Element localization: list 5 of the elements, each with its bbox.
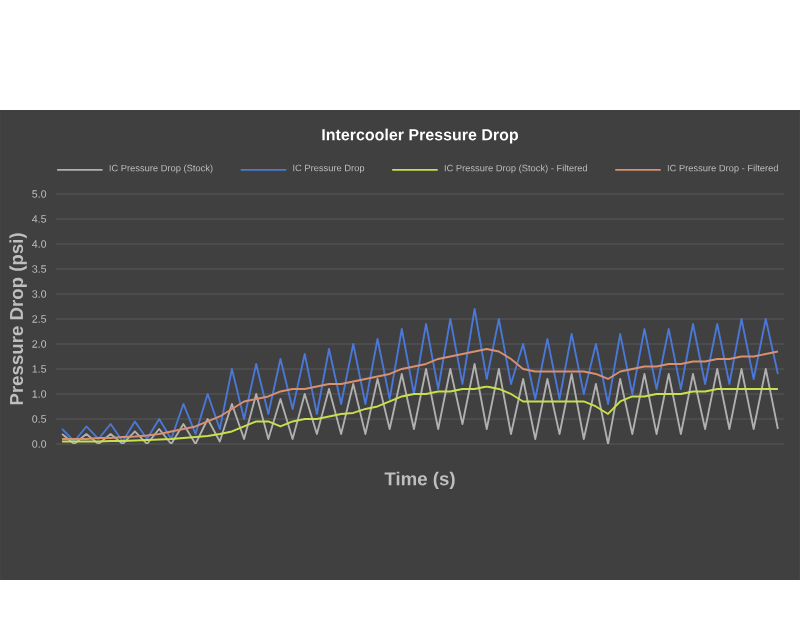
- line-series: [61, 308, 779, 443]
- y-axis-title: Pressure Drop (psi): [9, 233, 27, 405]
- chart-title: Intercooler Pressure Drop: [322, 128, 519, 144]
- line-series: [61, 363, 779, 444]
- x-axis-title: Time (s): [384, 471, 455, 490]
